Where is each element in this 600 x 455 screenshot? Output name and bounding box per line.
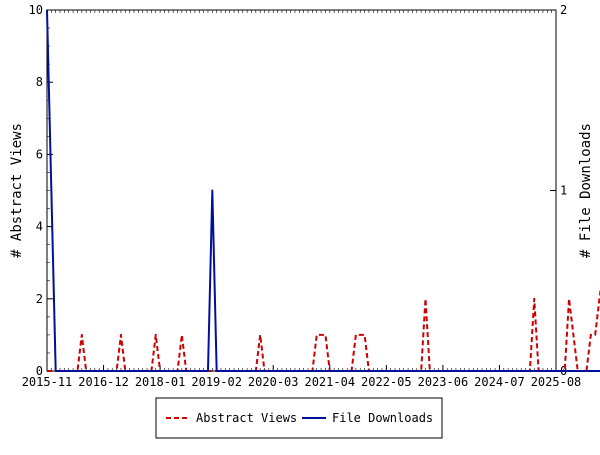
y-left-tick-label: 6 bbox=[36, 147, 43, 161]
y-left-tick-label: 4 bbox=[36, 220, 43, 234]
y-left-tick-label: 10 bbox=[29, 3, 43, 17]
y-left-tick-label: 8 bbox=[36, 75, 43, 89]
y-left-axis-label: # Abstract Views bbox=[9, 123, 25, 258]
x-tick-label: 2023-06 bbox=[418, 375, 469, 389]
legend-label-abstract-views: Abstract Views bbox=[196, 411, 297, 425]
x-tick-label: 2015-11 bbox=[22, 375, 73, 389]
legend-box bbox=[155, 397, 443, 439]
legend-label-file-downloads: File Downloads bbox=[332, 411, 433, 425]
y-right-tick-label: 2 bbox=[560, 3, 567, 17]
y-left-tick-label: 0 bbox=[36, 364, 43, 378]
x-tick-label: 2019-02 bbox=[191, 375, 242, 389]
x-tick-label: 2022-05 bbox=[361, 375, 412, 389]
x-tick-label: 2021-04 bbox=[304, 375, 355, 389]
y-right-tick-label: 1 bbox=[560, 184, 567, 198]
x-tick-label: 2020-03 bbox=[248, 375, 299, 389]
y-right-axis-label: # File Downloads bbox=[578, 123, 594, 258]
x-tick-label: 2016-12 bbox=[78, 375, 129, 389]
x-tick-label: 2024-07 bbox=[474, 375, 525, 389]
plot-area bbox=[46, 9, 557, 372]
y-left-tick-label: 2 bbox=[36, 292, 43, 306]
series-line-file-downloads bbox=[46, 9, 600, 372]
x-tick-label: 2018-01 bbox=[135, 375, 186, 389]
x-tick-label: 2025-08 bbox=[531, 375, 582, 389]
